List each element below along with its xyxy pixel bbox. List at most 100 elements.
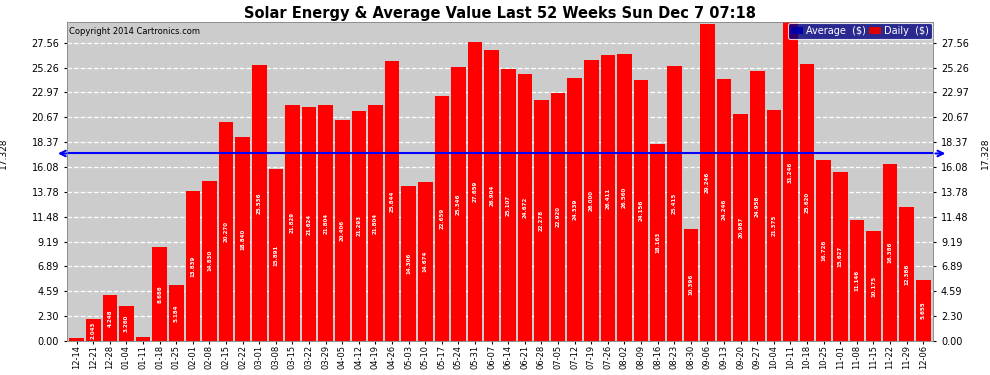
Text: 20.406: 20.406 (340, 220, 345, 241)
Bar (634, 80, 648, 341)
Text: 3.260: 3.260 (124, 315, 129, 332)
Bar (368, 105, 383, 341)
Bar (783, 3, 798, 341)
Bar (468, 42, 482, 341)
Text: 12.386: 12.386 (904, 263, 909, 285)
Text: 25.536: 25.536 (256, 192, 261, 213)
Bar (268, 169, 283, 341)
Bar (584, 60, 599, 341)
Text: 21.804: 21.804 (323, 213, 329, 234)
Text: 21.804: 21.804 (373, 213, 378, 234)
Bar (766, 110, 781, 341)
Text: 22.920: 22.920 (555, 207, 560, 228)
Bar (285, 105, 300, 341)
Bar (800, 64, 815, 341)
Bar (550, 93, 565, 341)
Bar (418, 182, 433, 341)
Text: 20.987: 20.987 (739, 217, 743, 238)
Bar (119, 306, 134, 341)
Text: 17.328: 17.328 (981, 138, 990, 169)
Bar (817, 160, 831, 341)
Text: 14.674: 14.674 (423, 251, 428, 272)
Text: 26.411: 26.411 (606, 188, 611, 209)
Bar (435, 96, 449, 341)
Text: 26.904: 26.904 (489, 185, 494, 206)
Text: 27.659: 27.659 (472, 181, 477, 202)
Text: 24.339: 24.339 (572, 199, 577, 220)
Text: 18.163: 18.163 (655, 232, 660, 254)
Bar (401, 186, 416, 341)
Bar (451, 67, 465, 341)
Bar (617, 54, 632, 341)
Text: 22.278: 22.278 (539, 210, 544, 231)
Text: 24.246: 24.246 (722, 199, 727, 220)
Bar (833, 172, 847, 341)
Bar (252, 64, 266, 341)
Text: 24.156: 24.156 (639, 200, 644, 221)
Text: 5.655: 5.655 (921, 302, 926, 319)
Text: 16.386: 16.386 (888, 242, 893, 263)
Text: 10.396: 10.396 (688, 274, 693, 296)
Bar (69, 339, 84, 341)
Text: 20.270: 20.270 (224, 221, 229, 242)
Title: Solar Energy & Average Value Last 52 Weeks Sun Dec 7 07:18: Solar Energy & Average Value Last 52 Wee… (244, 6, 756, 21)
Bar (916, 280, 931, 341)
Bar (567, 78, 582, 341)
Text: 25.415: 25.415 (672, 193, 677, 214)
Text: 21.624: 21.624 (307, 213, 312, 234)
Text: 15.891: 15.891 (273, 244, 278, 266)
Bar (700, 24, 715, 341)
Bar (717, 79, 732, 341)
Bar (302, 107, 317, 341)
Bar (86, 319, 101, 341)
Text: 10.175: 10.175 (871, 275, 876, 297)
Bar (650, 144, 665, 341)
Text: 13.839: 13.839 (190, 255, 195, 277)
Text: 21.829: 21.829 (290, 212, 295, 234)
Bar (169, 285, 183, 341)
Bar (667, 66, 681, 341)
Bar (351, 111, 366, 341)
Text: 22.659: 22.659 (440, 208, 445, 229)
Text: 26.560: 26.560 (622, 187, 627, 208)
Text: 11.146: 11.146 (854, 270, 859, 291)
Text: 26.000: 26.000 (589, 190, 594, 211)
Bar (899, 207, 914, 341)
Text: 24.672: 24.672 (523, 197, 528, 218)
Bar (518, 74, 533, 341)
Bar (185, 191, 200, 341)
Text: 31.246: 31.246 (788, 161, 793, 183)
Bar (219, 122, 234, 341)
Text: 14.306: 14.306 (406, 253, 411, 274)
Text: 25.844: 25.844 (390, 190, 395, 212)
Bar (535, 100, 548, 341)
Bar (750, 71, 764, 341)
Bar (103, 295, 117, 341)
Text: 16.726: 16.726 (821, 240, 827, 261)
Bar (152, 247, 167, 341)
Text: 29.246: 29.246 (705, 172, 710, 194)
Text: 25.620: 25.620 (805, 192, 810, 213)
Bar (484, 50, 499, 341)
Bar (883, 164, 897, 341)
Text: 4.248: 4.248 (107, 309, 113, 327)
Bar (385, 61, 399, 341)
Bar (319, 105, 333, 341)
Text: 2.043: 2.043 (91, 321, 96, 339)
Text: 15.627: 15.627 (838, 246, 842, 267)
Text: 18.840: 18.840 (241, 228, 246, 250)
Bar (849, 220, 864, 341)
Text: 25.107: 25.107 (506, 195, 511, 216)
Text: 25.346: 25.346 (456, 193, 461, 214)
Bar (236, 137, 250, 341)
Bar (866, 231, 881, 341)
Bar (202, 180, 217, 341)
Text: 8.686: 8.686 (157, 285, 162, 303)
Bar (683, 228, 698, 341)
Bar (136, 337, 150, 341)
Text: 21.293: 21.293 (356, 215, 361, 236)
Text: 5.184: 5.184 (174, 304, 179, 322)
Text: Copyright 2014 Cartronics.com: Copyright 2014 Cartronics.com (69, 27, 200, 36)
Bar (335, 120, 349, 341)
Text: 14.830: 14.830 (207, 250, 212, 272)
